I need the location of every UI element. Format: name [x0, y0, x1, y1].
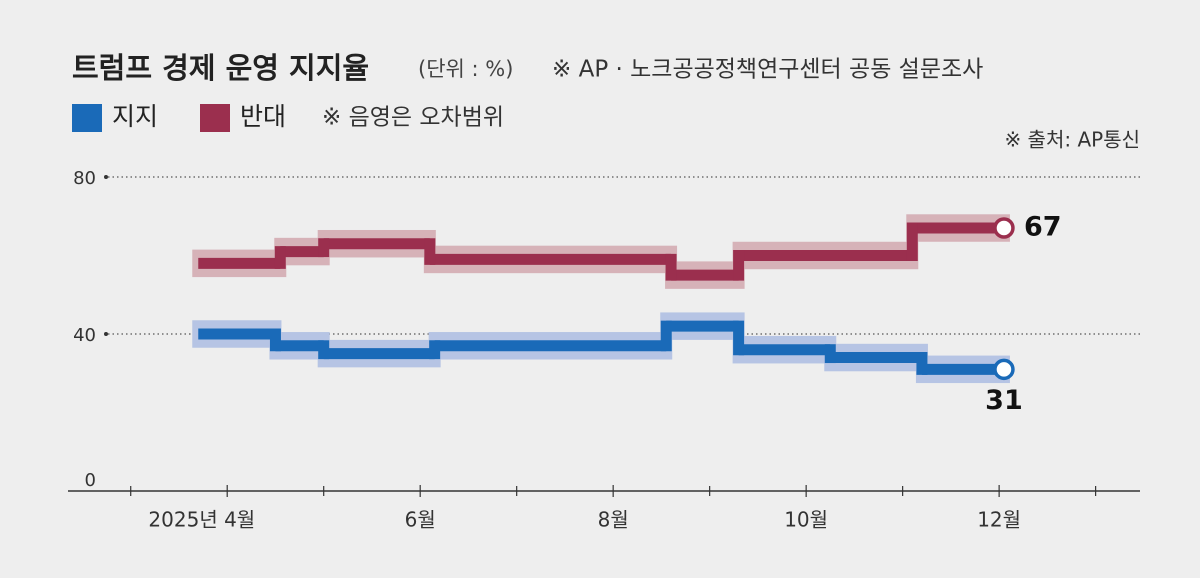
end-marker — [993, 217, 1015, 239]
y-tick-label: 80 — [73, 168, 96, 189]
end-marker — [993, 358, 1015, 381]
subtitle: ※ AP · 노크공공정책연구센터 공동 설문조사 — [552, 57, 983, 83]
grid-dot — [104, 175, 108, 179]
end-label: 67 — [1024, 212, 1062, 243]
legend-label: 반대 — [240, 102, 286, 131]
legend-swatch — [200, 104, 230, 132]
x-tick-label: 12월 — [977, 508, 1021, 532]
legend-swatch — [72, 104, 102, 132]
unit-note: (단위 : %) — [418, 57, 513, 81]
y-tick-label: 0 — [85, 470, 96, 491]
x-tick-label: 6월 — [405, 508, 436, 532]
x-tick-label: 10월 — [784, 508, 828, 532]
x-tick-label: 8월 — [598, 508, 629, 532]
chart-title: 트럼프 경제 운영 지지율 — [72, 51, 369, 85]
grid-dot — [104, 332, 108, 336]
y-tick-label: 40 — [73, 325, 96, 346]
legend-label: 지지 — [112, 102, 158, 131]
end-label: 31 — [985, 385, 1023, 416]
band-note: ※ 음영은 오차범위 — [322, 105, 504, 131]
x-tick-label: 2025년 4월 — [148, 508, 255, 532]
source: ※ 출처: AP통신 — [1004, 128, 1140, 152]
